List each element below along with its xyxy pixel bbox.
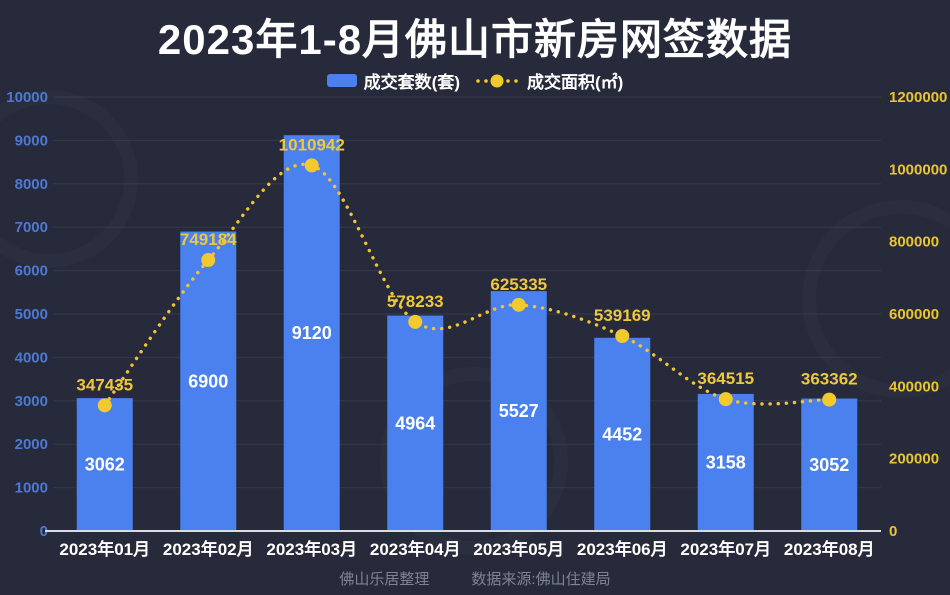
y-axis-tick-label-right: 600000 (889, 306, 939, 323)
y-axis-tick-label-right: 800000 (889, 234, 939, 251)
bar-value-label: 4452 (602, 424, 642, 444)
y-axis-tick-label-right: 400000 (889, 378, 939, 395)
line-point-marker (304, 158, 319, 173)
line-series-label: 成交面积(㎡) (527, 73, 624, 92)
line-value-label: 1010942 (279, 135, 345, 154)
page-title: 2023年1-8月佛山市新房网签数据 (157, 16, 793, 63)
bar-value-label: 9120 (292, 323, 332, 343)
bar-value-label: 3062 (85, 455, 125, 475)
line-point-marker (822, 392, 837, 407)
x-axis-tick-label: 2023年01月 (59, 539, 150, 559)
line-point-marker (615, 329, 630, 344)
line-point-marker (97, 398, 112, 413)
y-axis-tick-label-left: 8000 (15, 176, 48, 193)
x-axis-tick-label: 2023年05月 (473, 539, 564, 559)
data-source-text: 数据来源:佛山住建局 (471, 571, 611, 588)
line-point-marker (408, 314, 423, 329)
bar-value-label: 3052 (809, 455, 849, 475)
legend-item-units: 成交套数(套) (326, 68, 460, 93)
y-axis-tick-label-right: 200000 (889, 451, 939, 468)
bar-series-label: 成交套数(套) (363, 73, 460, 92)
y-axis-tick-label-left: 7000 (15, 219, 48, 236)
bar-value-label: 3158 (706, 452, 746, 472)
chart-legend: 成交套数(套) 成交面积(㎡) (0, 68, 950, 93)
y-axis-tick-label-right: 1000000 (889, 161, 947, 178)
line-value-label: 539169 (594, 306, 651, 325)
x-axis-tick-label: 2023年02月 (163, 539, 254, 559)
line-series-swatch (476, 74, 518, 87)
y-axis-tick-label-left: 10000 (6, 89, 48, 106)
bar (594, 337, 651, 531)
y-axis-tick-label-right: 0 (889, 523, 897, 540)
line-value-label: 347435 (76, 375, 133, 394)
y-axis-tick-label-left: 6000 (15, 263, 48, 280)
y-axis-tick-label-left: 5000 (15, 306, 48, 323)
line-point-marker (511, 297, 526, 312)
x-axis-tick-label: 2023年08月 (784, 539, 875, 559)
bar (697, 393, 754, 531)
x-axis-tick-label: 2023年04月 (370, 539, 461, 559)
y-axis-tick-label-left: 1000 (15, 480, 48, 497)
line-point-marker (201, 253, 216, 268)
x-axis-tick-label: 2023年03月 (266, 539, 357, 559)
y-axis-tick-label-left: 3000 (15, 393, 48, 410)
line-value-label: 625335 (490, 275, 547, 294)
y-axis-tick-label-left: 4000 (15, 349, 48, 366)
legend-item-area: 成交面积(㎡) (474, 68, 623, 93)
bar-value-label: 4964 (395, 413, 435, 433)
bar-value-label: 6900 (188, 371, 228, 391)
y-axis-tick-label-left: 0 (40, 523, 48, 540)
line-value-label: 578233 (387, 292, 444, 311)
line-value-label: 749184 (180, 230, 237, 249)
bar (387, 315, 444, 531)
y-axis-tick-label-right: 1200000 (889, 89, 947, 106)
bar-value-label: 5527 (499, 401, 539, 421)
bar (76, 398, 133, 531)
x-axis-tick-label: 2023年07月 (680, 539, 771, 559)
y-axis-tick-label-left: 2000 (15, 436, 48, 453)
x-axis-tick-label: 2023年06月 (577, 539, 668, 559)
line-value-label: 364515 (697, 369, 754, 388)
bar (801, 398, 858, 531)
bar-series-swatch (326, 74, 357, 87)
bar (283, 135, 340, 531)
y-axis-tick-label-left: 9000 (15, 132, 48, 149)
chart-footer: 佛山乐居整理 数据来源:佛山住建局 (0, 568, 950, 589)
credit-text: 佛山乐居整理 (339, 571, 430, 588)
bar (180, 231, 237, 532)
bar (490, 291, 547, 531)
line-value-label: 363362 (801, 370, 858, 389)
line-point-marker (718, 392, 733, 407)
